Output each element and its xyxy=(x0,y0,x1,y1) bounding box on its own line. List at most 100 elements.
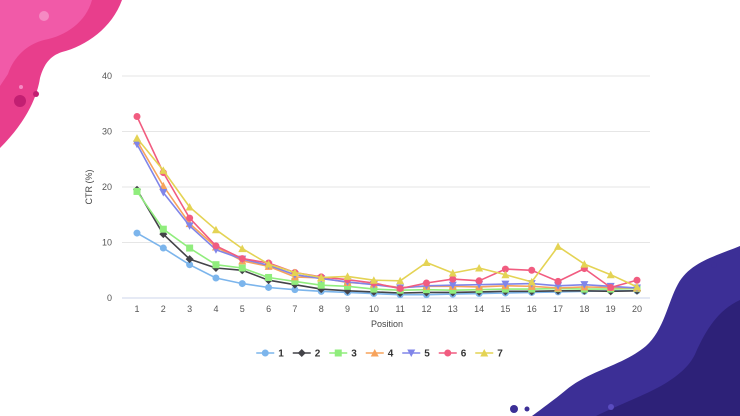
legend-label: 4 xyxy=(388,349,394,360)
legend-item-6[interactable]: 6 xyxy=(438,349,467,360)
x-tick-label: 4 xyxy=(213,304,218,314)
x-tick-label: 1 xyxy=(134,304,139,314)
legend-label: 3 xyxy=(351,349,357,360)
x-tick-label: 5 xyxy=(240,304,245,314)
series-4 xyxy=(133,136,641,292)
data-point xyxy=(186,244,194,252)
legend-marker xyxy=(334,349,342,357)
data-point xyxy=(185,202,194,211)
y-tick-label: 20 xyxy=(102,182,112,192)
y-tick-label: 30 xyxy=(102,127,112,137)
data-point xyxy=(449,286,457,294)
data-point xyxy=(291,286,299,294)
data-point xyxy=(396,285,404,293)
series-line xyxy=(136,137,638,288)
data-point xyxy=(291,277,299,285)
series-line xyxy=(136,189,638,294)
legend-marker xyxy=(480,349,489,357)
data-point xyxy=(212,261,220,269)
x-tick-label: 18 xyxy=(579,304,589,314)
data-point xyxy=(212,242,220,250)
data-point xyxy=(238,255,246,263)
data-point xyxy=(133,229,141,237)
series-line xyxy=(136,232,637,296)
data-point xyxy=(475,264,484,272)
data-point xyxy=(606,270,615,279)
data-point xyxy=(211,225,220,234)
data-point xyxy=(133,187,141,195)
data-point xyxy=(343,272,352,280)
data-point xyxy=(449,275,457,283)
data-point xyxy=(212,274,220,282)
x-tick-label: 15 xyxy=(500,304,510,314)
data-point xyxy=(501,280,510,289)
legend-item-1[interactable]: 1 xyxy=(256,349,284,360)
data-point xyxy=(370,285,378,293)
data-point xyxy=(159,166,168,174)
data-point xyxy=(159,189,168,197)
x-axis-tick-labels: 1 2 3 4 5 6 7 8 9 10 11 12 13 14 15 16 17 18 19 20 xyxy=(134,304,642,314)
data-point xyxy=(185,255,194,264)
x-tick-label: 8 xyxy=(319,304,324,314)
legend: 1 2 3 4 5 6 7 xyxy=(256,349,503,360)
legend-item-5[interactable]: 5 xyxy=(402,349,430,360)
data-point xyxy=(186,261,194,269)
data-point xyxy=(238,280,246,288)
data-point xyxy=(238,244,247,253)
x-tick-label: 3 xyxy=(187,304,192,314)
data-point xyxy=(186,214,194,222)
data-point xyxy=(501,270,510,279)
x-tick-label: 11 xyxy=(395,304,404,314)
x-tick-label: 6 xyxy=(266,304,271,314)
legend-label: 7 xyxy=(497,349,503,360)
x-tick-label: 16 xyxy=(527,304,537,314)
data-point xyxy=(448,269,457,277)
data-point xyxy=(475,277,483,285)
legend-marker xyxy=(370,349,379,357)
series-line xyxy=(136,190,638,291)
legend-label: 1 xyxy=(278,349,284,360)
data-point xyxy=(290,268,299,276)
data-point xyxy=(133,140,141,149)
x-tick-label: 12 xyxy=(421,304,431,314)
data-point xyxy=(607,283,615,291)
x-tick-label: 9 xyxy=(345,304,350,314)
data-point xyxy=(501,265,509,273)
series-line xyxy=(136,116,638,290)
series-7 xyxy=(133,134,641,291)
data-point xyxy=(580,281,589,289)
series-group xyxy=(133,113,641,299)
x-tick-label: 7 xyxy=(292,304,297,314)
data-point xyxy=(633,282,641,291)
legend-item-7[interactable]: 7 xyxy=(475,349,503,360)
y-tick-label: 0 xyxy=(107,293,112,303)
data-point xyxy=(133,113,141,121)
y-axis-title: CTR (%) xyxy=(84,170,94,205)
legend-label: 2 xyxy=(315,349,321,360)
legend-label: 5 xyxy=(424,349,430,360)
legend-marker xyxy=(261,349,269,357)
data-point xyxy=(185,222,194,230)
x-tick-label: 14 xyxy=(474,304,484,314)
data-point xyxy=(422,258,431,266)
data-point xyxy=(317,273,326,281)
data-point xyxy=(133,134,141,142)
data-point xyxy=(317,281,325,289)
legend-marker xyxy=(297,349,306,357)
y-tick-label: 40 xyxy=(102,71,112,81)
x-tick-label: 17 xyxy=(553,304,563,314)
data-point xyxy=(580,260,589,268)
legend-item-2[interactable]: 2 xyxy=(292,349,321,360)
legend-label: 6 xyxy=(461,349,467,360)
data-point xyxy=(528,266,536,274)
legend-item-3[interactable]: 3 xyxy=(329,349,357,360)
x-tick-label: 13 xyxy=(448,304,458,314)
series-5 xyxy=(133,140,641,293)
x-tick-label: 2 xyxy=(161,304,166,314)
legend-item-4[interactable]: 4 xyxy=(365,349,394,360)
data-point xyxy=(554,242,563,250)
data-point xyxy=(264,260,273,268)
legend-marker xyxy=(407,349,416,357)
